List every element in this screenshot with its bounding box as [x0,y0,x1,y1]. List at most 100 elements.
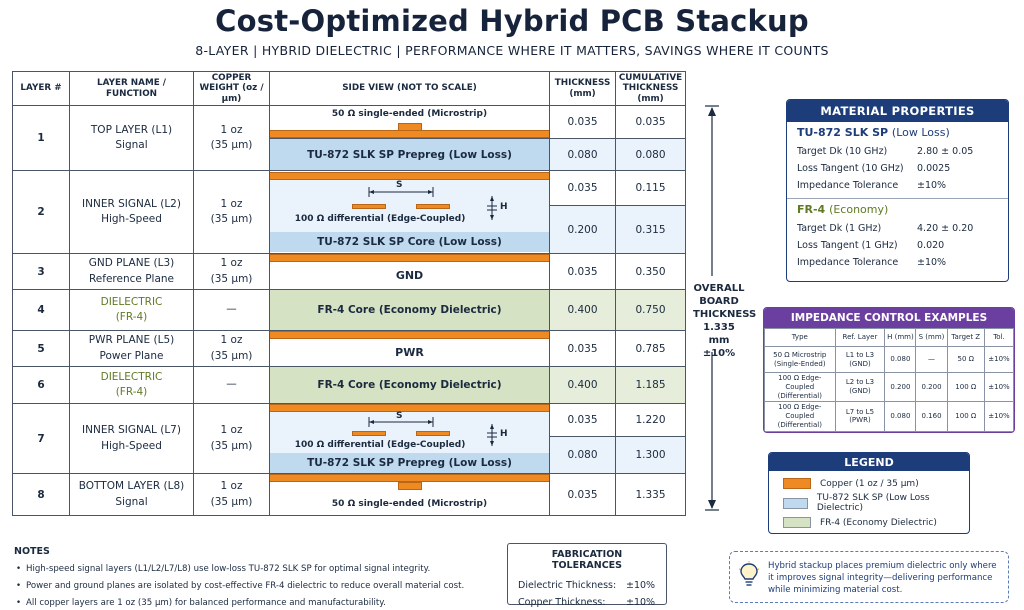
side-view-prepreg: TU-872 SLK SP Prepreg (Low Loss) [269,138,550,171]
thickness: 0.035 [549,105,616,139]
table-row: 2 INNER SIGNAL (L2) High-Speed 1 oz (35 µm… [12,170,686,254]
tolerance-row: Dielectric Thickness: ±10% [518,580,656,591]
cumulative: 0.115 [615,170,686,206]
copper-weight: 1 oz (35 µm) [193,105,270,171]
copper-layer [270,172,549,180]
side-view-fr4: FR-4 Core (Economy Dielectric) [269,289,550,331]
layer-name: DIELECTRIC (FR-4) [69,289,194,331]
height-label: H [500,202,508,212]
gnd-label: GND [270,262,549,289]
table-row: 0.080 1.300 [13,436,686,474]
layer-number: 5 [12,330,70,367]
cumulative: 0.315 [615,205,686,254]
property-row: Impedance Tolerance ±10% [797,257,947,268]
tolerance-row: Copper Thickness: ±10% [518,597,656,608]
impedance-header-row: Type Ref. Layer H (mm) S (mm) Target Z Tol. [764,328,1014,347]
cumulative: 0.350 [615,253,686,290]
thickness: 0.035 [549,330,616,367]
copper-weight: 1 oz (35 µm) [193,253,270,290]
low-loss-swatch [783,497,808,509]
pwr-label: PWR [270,339,549,366]
spacing-arrow [368,187,497,220]
col-header-copper: COPPER WEIGHT (oz / µm) [193,71,270,106]
copper-weight: 1 oz (35 µm) [193,170,270,254]
thickness: 0.400 [549,366,616,404]
copper-layer [270,254,549,262]
spacing-label: S [396,411,403,421]
diff-caption: 100 Ω differential (Edge-Coupled) [294,440,466,450]
prepreg-band: TU-872 SLK SP Prepreg (Low Loss) [270,453,549,473]
note-item: Power and ground planes are isolated by … [14,578,484,595]
cumulative: 1.220 [615,403,686,437]
side-view-l7: S H 100 Ω differential (Edge-Coupled) TU… [269,403,550,474]
layer-number: 7 [12,403,70,474]
copper-layer [270,130,549,138]
material-fr4: FR-4 (Economy) Target Dk (1 GHz) 4.20 ± 0… [787,199,1008,275]
legend-item: Copper (1 oz / 35 µm) [769,471,969,489]
copper-swatch [783,478,811,489]
tip-box: Hybrid stackup places premium dielectric… [729,551,1009,603]
side-view-pwr: PWR [269,330,550,367]
thickness: 0.035 [549,170,616,206]
table-row: 7 INNER SIGNAL (L7) High-Speed 1 oz (35 µm… [12,403,686,474]
col-header-cumulative: CUMULATIVE THICKNESS (mm) [615,71,686,106]
trace-pad [416,204,450,209]
cumulative: 0.750 [615,289,686,331]
material-properties-title: MATERIAL PROPERTIES [787,100,1008,122]
table-row: 3 GND PLANE (L3) Reference Plane 1 oz (35 … [12,253,686,290]
layer-name: TOP LAYER (L1) Signal [69,105,194,171]
diff-caption: 100 Ω differential (Edge-Coupled) [294,214,466,224]
table-row: 1 TOP LAYER (L1) Signal 1 oz (35 µm) 50 Ω … [12,105,686,171]
trace-pad [398,123,422,131]
copper-weight: — [193,366,270,404]
thickness: 0.035 [549,473,616,516]
table-row: 8 BOTTOM LAYER (L8) Signal 1 oz (35 µm) 50… [12,473,686,516]
lightbulb-icon [738,561,760,586]
table-row: 50 Ω Microstrip (Single-Ended) L1 to L3 (… [764,346,1014,373]
cumulative: 1.300 [615,436,686,474]
page-title: Cost-Optimized Hybrid PCB Stackup [215,4,809,38]
property-row: Target Dk (1 GHz) 4.20 ± 0.20 [797,223,974,234]
side-view-gnd: GND [269,253,550,290]
material-properties-panel: MATERIAL PROPERTIES TU-872 SLK SP (Low L… [786,99,1009,282]
property-row: Loss Tangent (1 GHz) 0.020 [797,240,945,251]
cumulative: 1.335 [615,473,686,516]
property-row: Loss Tangent (10 GHz) 0.0025 [797,163,951,174]
col-header-name: LAYER NAME / FUNCTION [69,71,194,106]
side-view-l1: 50 Ω single-ended (Microstrip) [269,105,550,139]
fab-title: FABRICATION TOLERANCES [551,549,623,571]
spacing-label: S [396,180,403,190]
table-header-row: LAYER # LAYER NAME / FUNCTION COPPER WEI… [12,71,686,106]
copper-layer [270,474,549,482]
diff-pair-diagram: S H 100 Ω differential (Edge-Coupled) [270,180,549,232]
core-band: TU-872 SLK SP Core (Low Loss) [270,232,549,252]
height-label: H [500,429,508,439]
thickness: 0.080 [549,138,616,171]
fabrication-tolerances-box: FABRICATION TOLERANCES Dielectric Thickn… [507,543,667,608]
layer-number: 8 [12,473,70,516]
col-header-layer: LAYER # [12,71,70,106]
layer-number: 3 [12,253,70,290]
tip-text: Hybrid stackup places premium dielectric… [768,561,997,595]
microstrip-caption: 50 Ω single-ended (Microstrip) [331,499,488,509]
layer-number: 1 [12,105,70,171]
table-row: 5 PWR PLANE (L5) Power Plane 1 oz (35 µm) … [12,330,686,367]
legend-item: FR-4 (Economy Dielectric) [769,513,969,528]
notes-section: NOTES High-speed signal layers (L1/L2/L7… [14,546,484,610]
layer-name: PWR PLANE (L5) Power Plane [69,330,194,367]
copper-layer [270,404,549,412]
layer-name: DIELECTRIC (FR-4) [69,366,194,404]
cumulative: 1.185 [615,366,686,404]
thickness: 0.035 [549,253,616,290]
layer-name: INNER SIGNAL (L7) High-Speed [69,403,194,474]
legend-panel: LEGEND Copper (1 oz / 35 µm) TU-872 SLK … [768,452,970,534]
impedance-table: Type Ref. Layer H (mm) S (mm) Target Z Tol. … [764,328,1014,432]
layer-number: 6 [12,366,70,404]
legend-title: LEGEND [769,453,969,471]
table-row: 100 Ω Edge-Coupled (Differential) L2 to L… [764,371,1014,403]
col-header-side-view: SIDE VIEW (NOT TO SCALE) [269,71,550,106]
legend-item: TU-872 SLK SP (Low Loss Dielectric) [769,489,969,513]
impedance-control-panel: IMPEDANCE CONTROL EXAMPLES Type Ref. Laye… [763,307,1015,433]
notes-title: NOTES [14,546,50,557]
side-view-fr4: FR-4 Core (Economy Dielectric) [269,366,550,404]
